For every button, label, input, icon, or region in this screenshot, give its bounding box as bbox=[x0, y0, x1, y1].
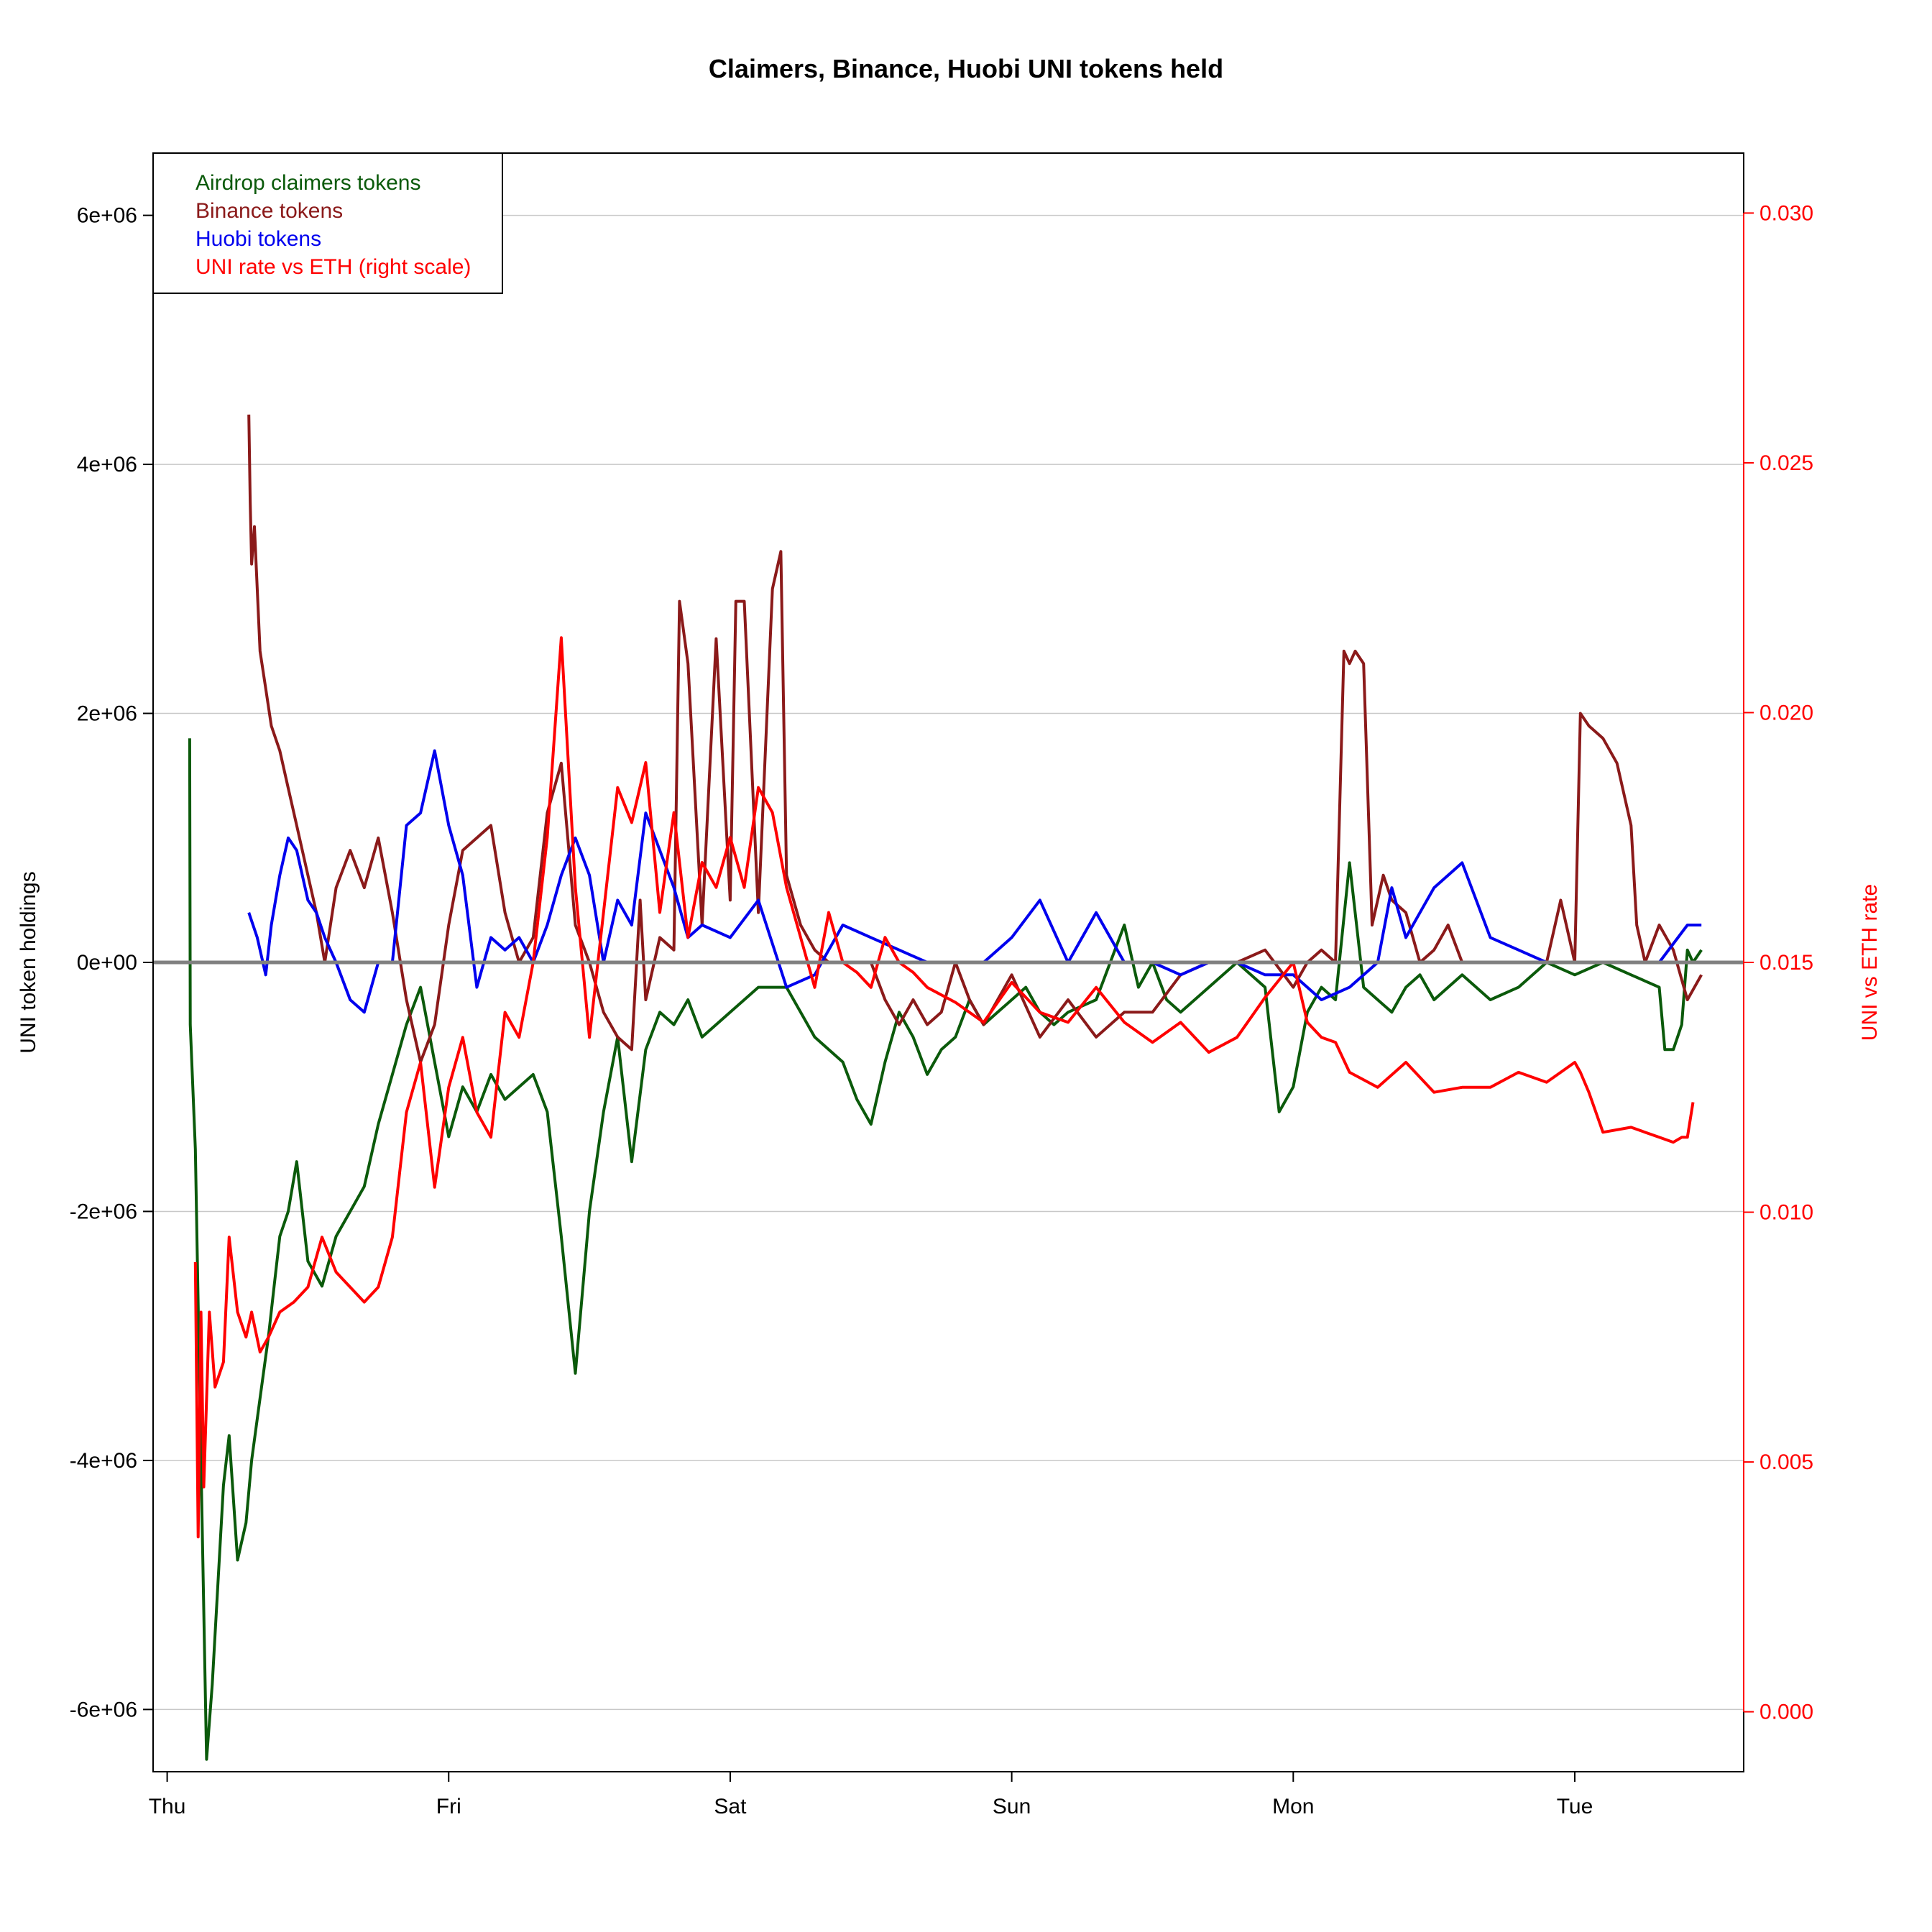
x-tick-label-0: Thu bbox=[149, 1795, 186, 1818]
axes: -6e+06 -4e+06 -2e+06 0e+00 2e+06 4e+06 6e+06 0.… bbox=[70, 201, 1813, 1818]
y-tick-label-right-5: 0.025 bbox=[1760, 451, 1813, 475]
y-tick-label-left-1: -4e+06 bbox=[70, 1449, 137, 1473]
y-tick-label-left-5: 4e+06 bbox=[77, 453, 137, 477]
y-tick-label-right-0: 0.000 bbox=[1760, 1701, 1813, 1724]
legend-label-binance: Binance tokens bbox=[196, 199, 343, 223]
series-line-0 bbox=[188, 738, 1703, 1761]
legend-box bbox=[152, 152, 503, 294]
y-tick-label-right-6: 0.030 bbox=[1760, 201, 1813, 225]
x-tick-label-5: Tue bbox=[1557, 1795, 1593, 1818]
y-tick-label-left-0: -6e+06 bbox=[70, 1698, 137, 1721]
legend-label-claimers: Airdrop claimers tokens bbox=[196, 171, 420, 195]
y-tick-label-right-3: 0.015 bbox=[1760, 951, 1813, 975]
legend: Airdrop claimers tokens Binance tokens H… bbox=[152, 152, 503, 294]
x-tick-label-3: Sun bbox=[993, 1795, 1031, 1818]
legend-label-huobi: Huobi tokens bbox=[196, 227, 321, 251]
y-tick-label-left-4: 2e+06 bbox=[77, 702, 137, 726]
series-line-1 bbox=[247, 414, 1703, 1064]
x-tick-label-1: Fri bbox=[436, 1795, 461, 1818]
chart-title: Claimers, Binance, Huobi UNI tokens held bbox=[709, 54, 1223, 83]
x-tick-label-2: Sat bbox=[714, 1795, 747, 1818]
series-line-2 bbox=[247, 749, 1702, 1014]
y-axis-title-left: UNI token holdings bbox=[17, 871, 40, 1053]
y-tick-label-left-2: -2e+06 bbox=[70, 1200, 137, 1223]
series-line-3 bbox=[193, 636, 1695, 1539]
plot-series bbox=[153, 414, 1744, 1761]
y-tick-label-left-6: 6e+06 bbox=[77, 204, 137, 228]
y-tick-label-left-3: 0e+00 bbox=[77, 951, 137, 975]
y-tick-label-right-1: 0.005 bbox=[1760, 1450, 1813, 1474]
y-axis-title-right: UNI vs ETH rate bbox=[1858, 884, 1882, 1041]
x-tick-label-4: Mon bbox=[1272, 1795, 1314, 1818]
legend-label-uni-rate: UNI rate vs ETH (right scale) bbox=[196, 255, 471, 279]
y-tick-label-right-2: 0.010 bbox=[1760, 1201, 1813, 1225]
y-tick-label-right-4: 0.020 bbox=[1760, 701, 1813, 724]
